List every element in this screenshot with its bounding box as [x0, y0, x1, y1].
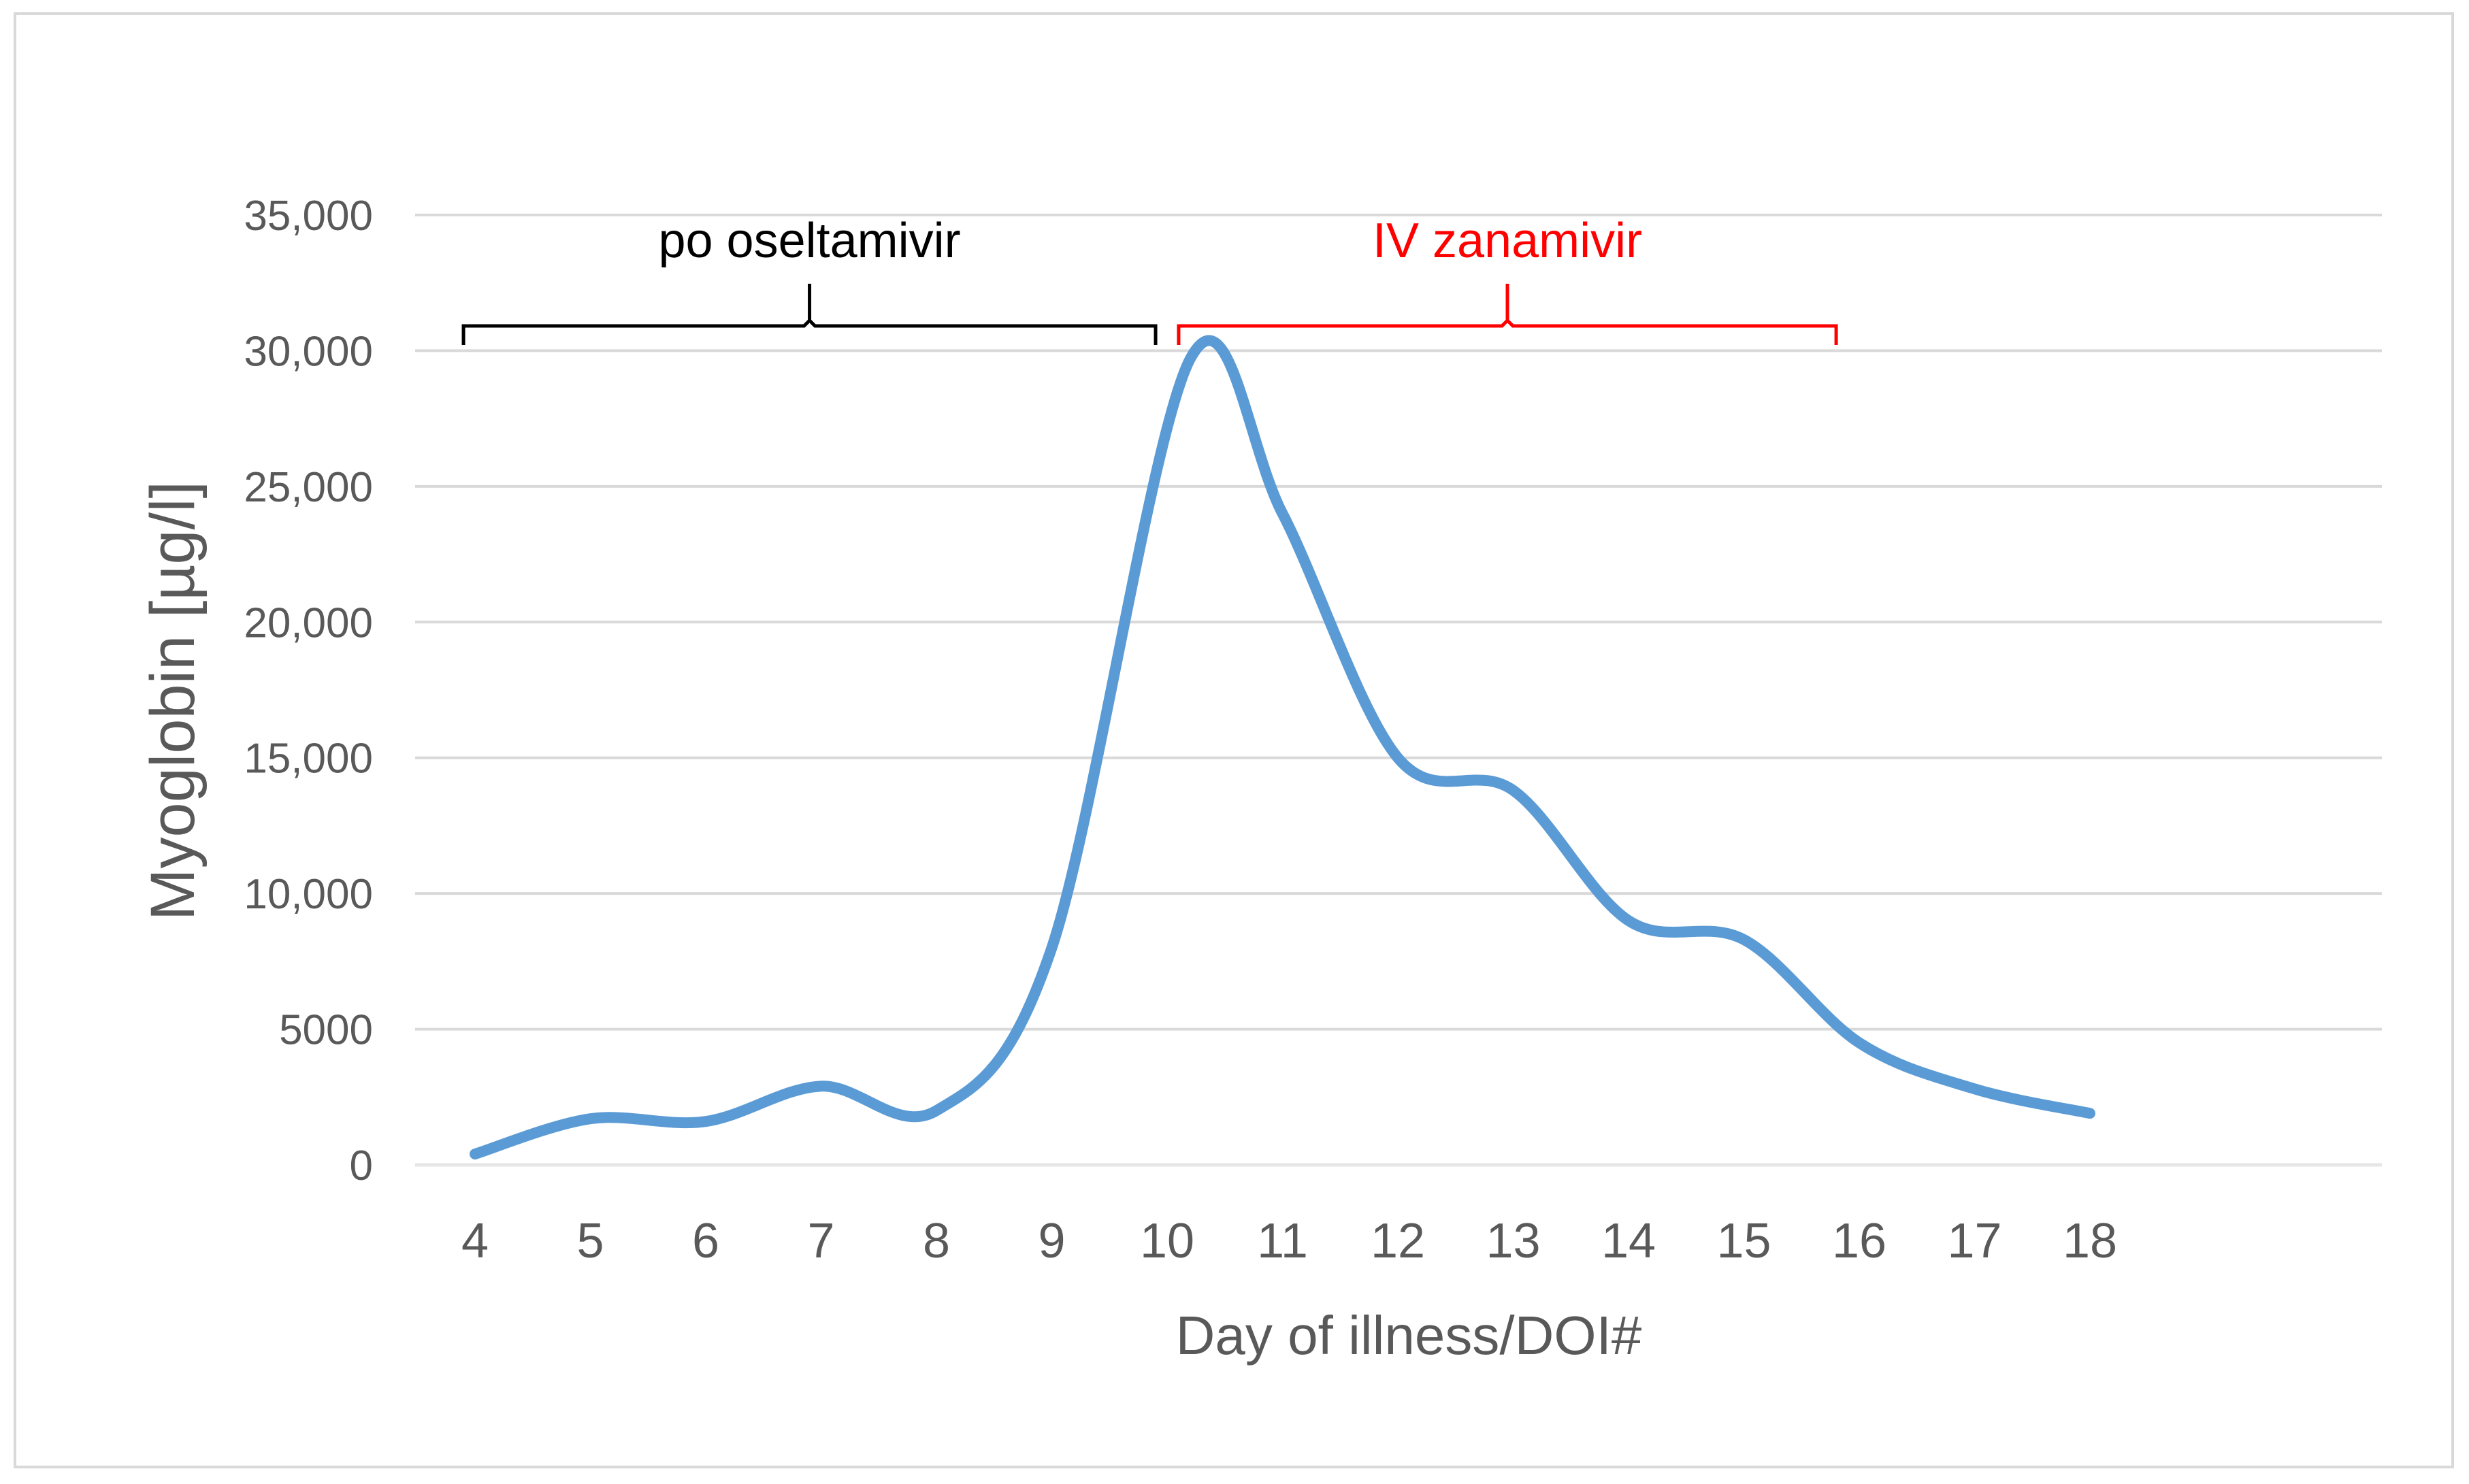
x-tick-label: 7: [807, 1214, 834, 1268]
treatment-annotations: po oseltamivir IV zanamivir: [461, 214, 1838, 345]
chart-frame: [14, 12, 2454, 1468]
data-point: [2088, 1111, 2092, 1115]
x-tick-label: 16: [1832, 1214, 1886, 1268]
x-tick-label: 13: [1486, 1214, 1540, 1268]
x-axis-title: Day of illness/DOI#: [1176, 1305, 1642, 1366]
annotation-label-zanamivir: IV zanamivir: [1373, 214, 1642, 268]
data-point: [704, 1119, 708, 1123]
x-axis-ticks: 4 5 6 7 8 9 10 11 12 13 14 15 16 17 18: [461, 1214, 2117, 1268]
x-tick-label: 15: [1716, 1214, 1771, 1268]
data-point: [1626, 919, 1631, 923]
data-point: [589, 1117, 593, 1121]
x-tick-label: 11: [1257, 1214, 1308, 1268]
x-tick-label: 12: [1371, 1214, 1425, 1268]
x-tick-label: 9: [1038, 1214, 1065, 1268]
annotation-bracket-zanamivir: [1177, 284, 1838, 345]
annotation-label-oseltamivir: po oseltamivir: [658, 214, 960, 268]
y-tick-label: 10,000: [244, 871, 373, 918]
data-point: [1857, 1041, 1861, 1045]
x-tick-label: 18: [2063, 1214, 2117, 1268]
x-tick-label: 6: [692, 1214, 719, 1268]
data-point: [1742, 938, 1746, 942]
x-tick-label: 10: [1140, 1214, 1194, 1268]
x-tick-label: 17: [1947, 1214, 2001, 1268]
x-tick-label: 14: [1601, 1214, 1656, 1268]
series-layer: [470, 335, 2095, 1160]
y-tick-label: 15,000: [244, 736, 373, 782]
y-tick-label: 20,000: [244, 599, 373, 646]
series-line-myoglobin: [470, 335, 2095, 1160]
y-axis-title: Myoglobin [µg/l]: [138, 481, 208, 921]
x-tick-label: 5: [576, 1214, 604, 1268]
data-point: [1973, 1087, 1977, 1091]
y-tick-label: 25,000: [244, 464, 373, 511]
y-tick-label: 30,000: [244, 328, 373, 375]
data-point: [473, 1152, 477, 1156]
gridlines: [415, 214, 2382, 1167]
annotation-bracket-oseltamivir: [461, 284, 1158, 345]
data-point: [819, 1084, 823, 1088]
data-point: [1511, 789, 1516, 793]
x-tick-label: 8: [923, 1214, 950, 1268]
x-tick-label: 4: [461, 1214, 489, 1268]
data-point: [1050, 946, 1054, 950]
data-point: [1396, 756, 1400, 760]
y-tick-label: 35,000: [244, 193, 373, 240]
data-point: [1281, 512, 1285, 516]
y-tick-label: 0: [350, 1142, 373, 1189]
data-point: [934, 1108, 938, 1112]
y-axis-ticks: 0 5000 10,000 15,000 20,000 25,000 30,000 35,00…: [244, 193, 373, 1189]
data-point: [1188, 357, 1192, 361]
y-tick-label: 5000: [279, 1007, 373, 1054]
